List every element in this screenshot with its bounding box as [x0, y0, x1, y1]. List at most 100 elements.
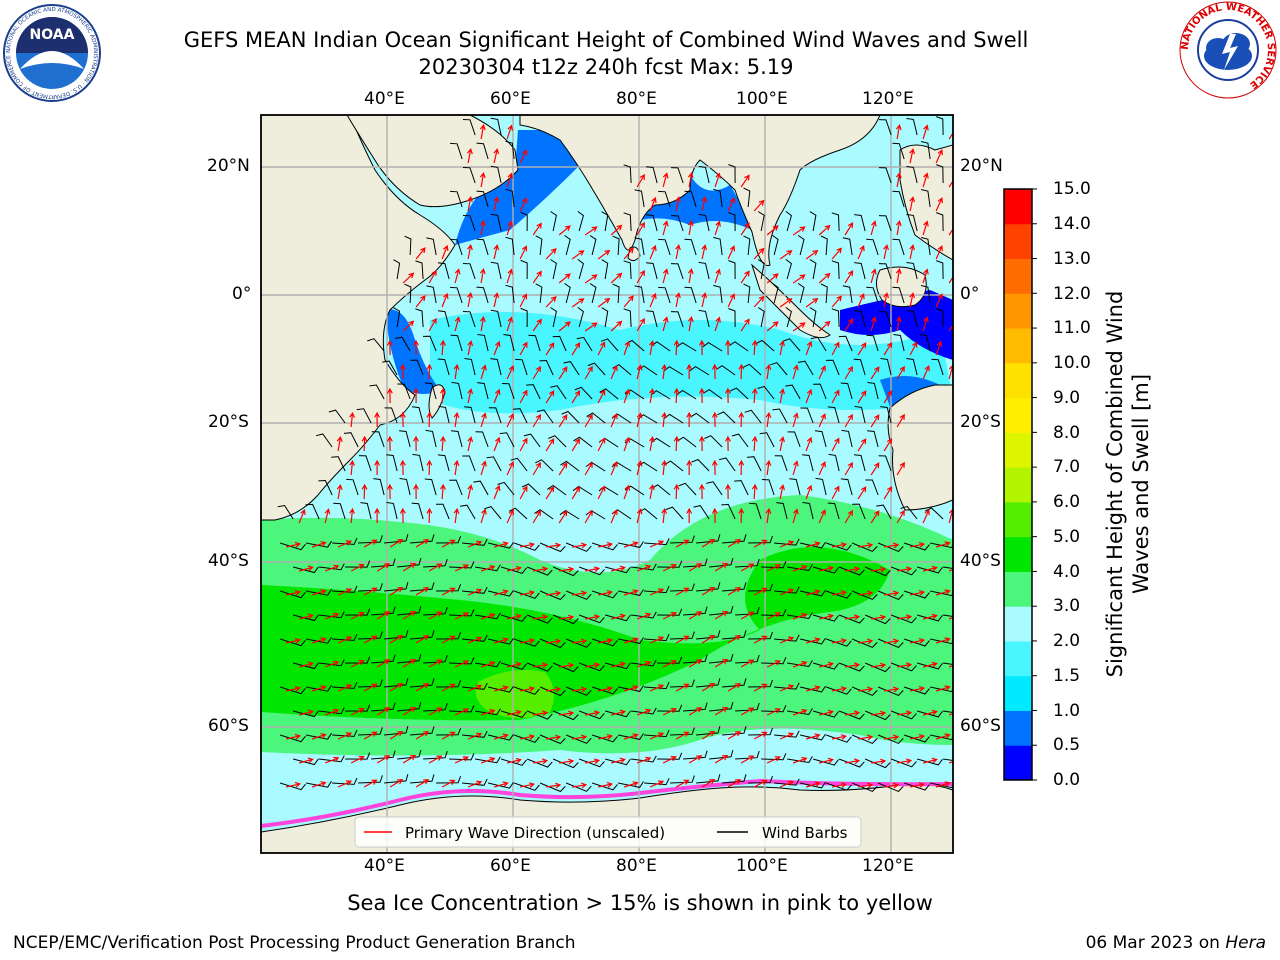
wind-barb — [709, 653, 734, 664]
wave-arrow — [520, 782, 536, 788]
wind-barb — [657, 656, 683, 664]
wind-barb — [631, 611, 657, 619]
wave-arrow — [831, 341, 840, 356]
wave-arrow — [792, 226, 806, 236]
wave-arrow — [298, 565, 314, 572]
wave-arrow — [480, 709, 496, 716]
wind-barb — [920, 237, 931, 256]
wind-barb — [787, 708, 813, 716]
wind-barb — [853, 358, 866, 376]
wind-barb — [437, 358, 450, 376]
wind-barb — [618, 733, 644, 740]
wave-arrow — [636, 708, 652, 716]
wind-barb — [513, 638, 540, 647]
wave-arrow — [649, 435, 655, 452]
wind-barb — [279, 542, 306, 551]
wind-barb — [623, 308, 632, 328]
wind-barb — [892, 142, 905, 160]
wave-arrow — [883, 342, 893, 356]
wind-barb — [384, 407, 398, 424]
wave-arrow — [545, 438, 555, 452]
wave-arrow — [467, 484, 474, 500]
wave-arrow — [636, 756, 652, 764]
wind-barb — [634, 237, 645, 256]
colorbar-tick: 10.0 — [1053, 353, 1091, 373]
wind-barb — [437, 310, 450, 328]
wave-arrow — [910, 638, 926, 644]
wind-barb — [877, 542, 904, 552]
wave-arrow — [779, 780, 795, 788]
wave-arrow — [520, 686, 536, 692]
wave-arrow — [753, 199, 765, 212]
wind-barb — [838, 335, 853, 352]
wave-arrow — [636, 612, 652, 620]
wave-arrow — [467, 540, 483, 548]
wind-barb — [718, 457, 736, 472]
wave-arrow — [415, 587, 430, 596]
lon-label-top: 120°E — [862, 89, 914, 109]
wave-arrow — [402, 272, 415, 284]
wave-arrow — [649, 292, 657, 308]
wind-barb — [644, 634, 670, 642]
wind-barb — [423, 750, 448, 760]
wind-barb — [787, 431, 801, 448]
wind-barb — [539, 359, 554, 376]
wind-barb — [670, 535, 695, 544]
wind-barb — [450, 430, 463, 448]
wave-arrow — [336, 435, 343, 452]
wind-barb — [713, 236, 723, 256]
wave-arrow — [896, 413, 905, 428]
wind-barb — [683, 606, 708, 616]
wave-arrow — [546, 542, 562, 549]
wind-barb — [842, 237, 853, 256]
wind-barb — [903, 686, 930, 695]
wave-arrow — [311, 685, 327, 692]
wind-barb — [497, 481, 515, 496]
wave-arrow — [585, 710, 601, 717]
wave-arrow — [805, 541, 821, 548]
colorbar-tick: 0.5 — [1053, 735, 1081, 755]
wave-arrow — [649, 483, 655, 500]
wind-barb — [800, 637, 826, 645]
wind-barb — [722, 534, 747, 544]
colorbar-swatch — [1004, 397, 1032, 433]
wave-arrow — [519, 341, 528, 356]
wind-barb — [813, 383, 827, 400]
wave-arrow — [597, 389, 606, 404]
wave-arrow — [597, 341, 606, 356]
wind-barb — [825, 359, 840, 376]
wind-barb — [774, 682, 800, 690]
wind-barb — [787, 612, 813, 620]
wave-arrow — [413, 387, 419, 404]
wave-arrow — [350, 611, 365, 620]
wave-arrow — [610, 709, 626, 716]
wave-arrow — [324, 508, 331, 524]
wave-arrow — [285, 733, 302, 740]
wind-barb — [728, 308, 736, 328]
wave-arrow — [792, 708, 808, 716]
wind-barb — [842, 285, 853, 304]
wave-arrow — [844, 318, 854, 332]
wave-arrow — [766, 756, 781, 764]
wave-arrow — [363, 635, 378, 644]
wind-barb — [815, 477, 827, 496]
wind-barb — [916, 662, 943, 670]
wind-barb — [664, 460, 684, 472]
wind-barb — [565, 638, 592, 648]
wave-arrow — [636, 269, 645, 284]
wind-barb — [526, 758, 553, 768]
wind-barb — [722, 582, 747, 592]
wind-barb — [436, 776, 462, 784]
wave-arrow — [571, 390, 581, 404]
wind-barb — [631, 563, 657, 571]
wave-arrow — [935, 781, 951, 788]
wave-arrow — [792, 412, 799, 428]
wave-arrow — [506, 757, 522, 764]
wind-barb — [930, 686, 953, 693]
wave-arrow — [413, 339, 419, 356]
wind-barb — [395, 336, 411, 352]
wind-barb — [852, 503, 866, 520]
wind-barb — [534, 509, 554, 520]
wind-barb — [906, 262, 918, 280]
